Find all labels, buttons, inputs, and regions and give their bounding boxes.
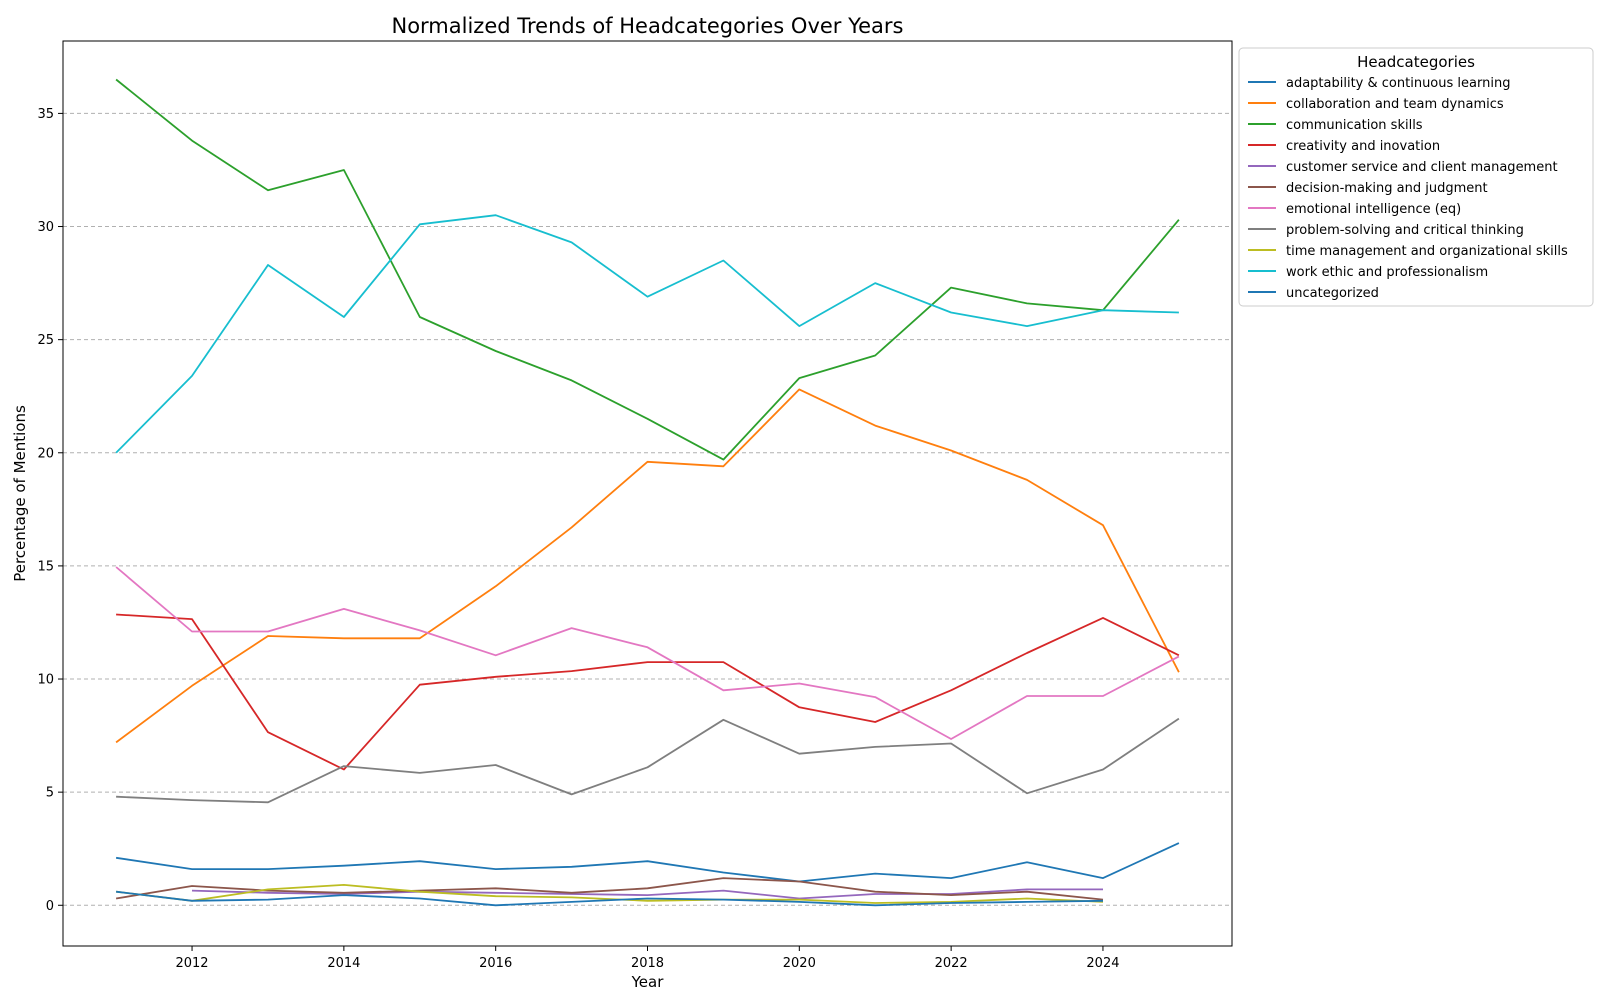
legend-label: decision-making and judgment (1286, 181, 1488, 196)
legend-label: time management and organizational skill… (1286, 244, 1568, 259)
series-line-4 (116, 613, 1180, 771)
legend-label: adaptability & continuous learning (1286, 76, 1510, 91)
legend-label: uncategorized (1286, 286, 1379, 301)
legend-label: communication skills (1286, 118, 1423, 133)
x-tick-label: 2022 (935, 956, 968, 971)
series-line-2 (115, 388, 1180, 744)
legend-label: creativity and inovation (1286, 139, 1440, 154)
x-tick-label: 2020 (783, 956, 816, 971)
legend: Headcategories adaptability & continuous… (1238, 47, 1594, 307)
series-line-5 (191, 888, 1103, 900)
y-tick-label: 0 (46, 899, 54, 914)
series-line-6 (115, 877, 1104, 901)
series-line-10 (115, 214, 1179, 454)
legend-title: Headcategories (1357, 53, 1475, 71)
series-line-11 (115, 890, 1104, 907)
x-tick-label: 2018 (631, 956, 664, 971)
x-axis-title: Year (631, 973, 665, 991)
legend-label: customer service and client management (1286, 160, 1558, 175)
legend-label: emotional intelligence (eq) (1286, 202, 1461, 217)
series-line-9 (115, 884, 1104, 904)
x-tick-label: 2014 (327, 956, 360, 971)
legend-box (1238, 47, 1594, 307)
legend-label: work ethic and professionalism (1286, 265, 1488, 280)
legend-label: collaboration and team dynamics (1286, 97, 1504, 112)
chart-title: Normalized Trends of Headcategories Over… (391, 14, 903, 38)
x-tick-label: 2016 (479, 956, 512, 971)
legend-items: adaptability & continuous learning collab… (1248, 76, 1568, 301)
axis-ticks: 0 5 10 15 20 25 30 35 2012 2014 2016 2018 2020 2022 20… (37, 107, 1119, 971)
y-tick-label: 30 (37, 220, 54, 235)
y-tick-label: 25 (37, 333, 54, 348)
y-tick-label: 35 (37, 107, 54, 122)
x-tick-label: 2012 (175, 956, 208, 971)
grid (63, 112, 1232, 906)
x-tick-label: 2024 (1086, 956, 1119, 971)
y-tick-label: 20 (37, 446, 54, 461)
y-axis-title: Percentage of Mentions (11, 405, 29, 582)
y-tick-label: 5 (46, 786, 54, 801)
series-line-1 (115, 842, 1180, 883)
y-tick-label: 15 (37, 559, 54, 574)
series-line-3 (115, 78, 1180, 461)
series-lines (115, 78, 1180, 907)
series-line-7 (115, 566, 1180, 740)
y-tick-label: 10 (37, 673, 54, 688)
legend-label: problem-solving and critical thinking (1286, 223, 1524, 238)
series-line-8 (116, 717, 1180, 804)
